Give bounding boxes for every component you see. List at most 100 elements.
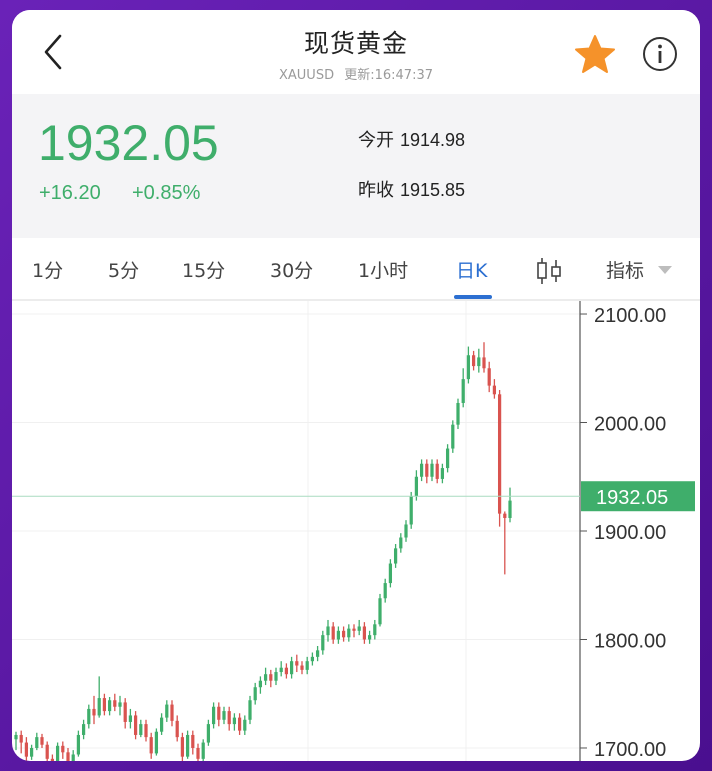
candle-body <box>378 598 382 625</box>
tab-daily[interactable]: 日K <box>456 260 488 282</box>
y-axis-tick-label: 1900.00 <box>594 522 666 544</box>
candle-body <box>357 626 361 631</box>
candle-body <box>50 758 55 761</box>
candle-body <box>24 742 29 757</box>
price-change-percent: +0.85% <box>132 182 201 204</box>
candle-body <box>165 704 169 718</box>
candle-body <box>55 745 60 761</box>
current-price-tag-label: 1932.05 <box>596 487 668 509</box>
prev-close-value: 1915.85 <box>400 180 466 200</box>
candle-body <box>107 700 112 712</box>
divider <box>12 299 700 301</box>
prev-close-label: 昨收 <box>358 180 394 201</box>
candle-body <box>331 626 335 640</box>
candle-body <box>383 583 387 599</box>
candle-body <box>19 734 23 743</box>
candle-body <box>263 674 268 681</box>
candle-body <box>128 715 133 722</box>
candle-body <box>87 708 91 725</box>
candle-body <box>435 463 439 479</box>
candle-body <box>367 635 372 640</box>
open-value: 1914.98 <box>400 130 466 150</box>
kline-chart[interactable]: 2100.00 2000.00 1900.00 1800.00 1700.00 1932.… <box>12 301 700 761</box>
tab-1hour[interactable]: 1小时 <box>358 260 409 282</box>
candlestick-icon[interactable] <box>534 256 564 286</box>
candle-body <box>430 463 434 477</box>
update-time: 更新:16:47:37 <box>344 68 433 83</box>
candle-body <box>170 704 174 721</box>
candle-body <box>487 368 491 386</box>
period-tabs: 1分 5分 15分 30分 1小时 日K 指标 <box>12 240 700 300</box>
candle-body <box>71 754 75 761</box>
candle-body <box>497 394 502 514</box>
candle-body <box>310 656 315 662</box>
candle-body <box>321 635 325 651</box>
candle-body <box>40 737 44 745</box>
candle-body <box>66 752 70 761</box>
back-arrow-icon[interactable] <box>40 32 70 72</box>
current-price: 1932.05 <box>38 115 219 171</box>
candle-body <box>445 448 450 469</box>
candle-body <box>300 665 304 670</box>
open-price-row: 今开 1914.98 <box>358 126 465 152</box>
header: 现货黄金 XAUUSD 更新:16:47:37 <box>12 10 700 92</box>
tab-30min[interactable]: 30分 <box>270 260 314 282</box>
price-change: +16.20 <box>39 182 101 204</box>
candle-body <box>466 355 471 380</box>
candle-body <box>336 630 341 640</box>
info-icon[interactable] <box>642 36 678 72</box>
candle-body <box>461 379 465 403</box>
candle-body <box>508 500 512 518</box>
app-screen: 现货黄金 XAUUSD 更新:16:47:37 1932.05 +16.20 +… <box>12 10 700 761</box>
candle-body <box>274 672 278 681</box>
candle-body <box>180 737 185 757</box>
tab-5min[interactable]: 5分 <box>108 260 140 282</box>
page-title: 现货黄金 <box>303 29 408 58</box>
indicator-menu[interactable]: 指标 <box>606 260 645 282</box>
candle-body <box>14 734 18 740</box>
candle-body <box>409 496 413 525</box>
tab-1min[interactable]: 1分 <box>32 260 64 282</box>
candle-body <box>289 661 294 675</box>
candle-body <box>35 737 39 748</box>
candle-body <box>305 661 309 670</box>
candle-body <box>139 724 143 735</box>
candle-body <box>76 734 81 755</box>
candle-body <box>347 628 351 638</box>
y-axis-tick-label: 1800.00 <box>594 630 666 652</box>
candle-body <box>373 624 377 636</box>
candle-body <box>185 734 190 757</box>
star-icon[interactable] <box>574 34 616 74</box>
candle-body <box>269 674 273 681</box>
candle-body <box>211 706 216 725</box>
tab-15min[interactable]: 15分 <box>182 260 226 282</box>
candle-body <box>123 702 127 722</box>
candle-body <box>45 744 49 759</box>
candle-body <box>492 385 497 395</box>
candle-body <box>248 700 252 720</box>
candle-body <box>232 717 237 725</box>
y-axis-tick-label: 2100.00 <box>594 305 666 327</box>
chevron-down-icon[interactable] <box>658 266 672 274</box>
candle-body <box>159 717 164 732</box>
candle-body <box>456 402 460 425</box>
candle-body <box>222 711 226 720</box>
candle-body <box>118 702 122 707</box>
candle-body <box>404 524 408 538</box>
candle-body <box>440 468 445 479</box>
candle-body <box>503 513 507 518</box>
candle-body <box>113 700 117 707</box>
candle-body <box>471 355 476 367</box>
quote-panel: 1932.05 +16.20 +0.85% 今开 1914.98 昨收 1915.8… <box>12 94 700 238</box>
candle-body <box>477 357 481 367</box>
candle-body <box>284 667 289 675</box>
symbol-code: XAUUSD <box>278 68 335 83</box>
candle-body <box>149 737 153 754</box>
candle-body <box>352 628 356 631</box>
symbol-subtitle: XAUUSD 更新:16:47:37 <box>12 64 700 83</box>
candle-body <box>154 731 159 754</box>
candle-body <box>237 717 242 731</box>
candle-body <box>482 357 486 369</box>
candle-body <box>326 626 330 636</box>
candle-body <box>227 711 231 725</box>
